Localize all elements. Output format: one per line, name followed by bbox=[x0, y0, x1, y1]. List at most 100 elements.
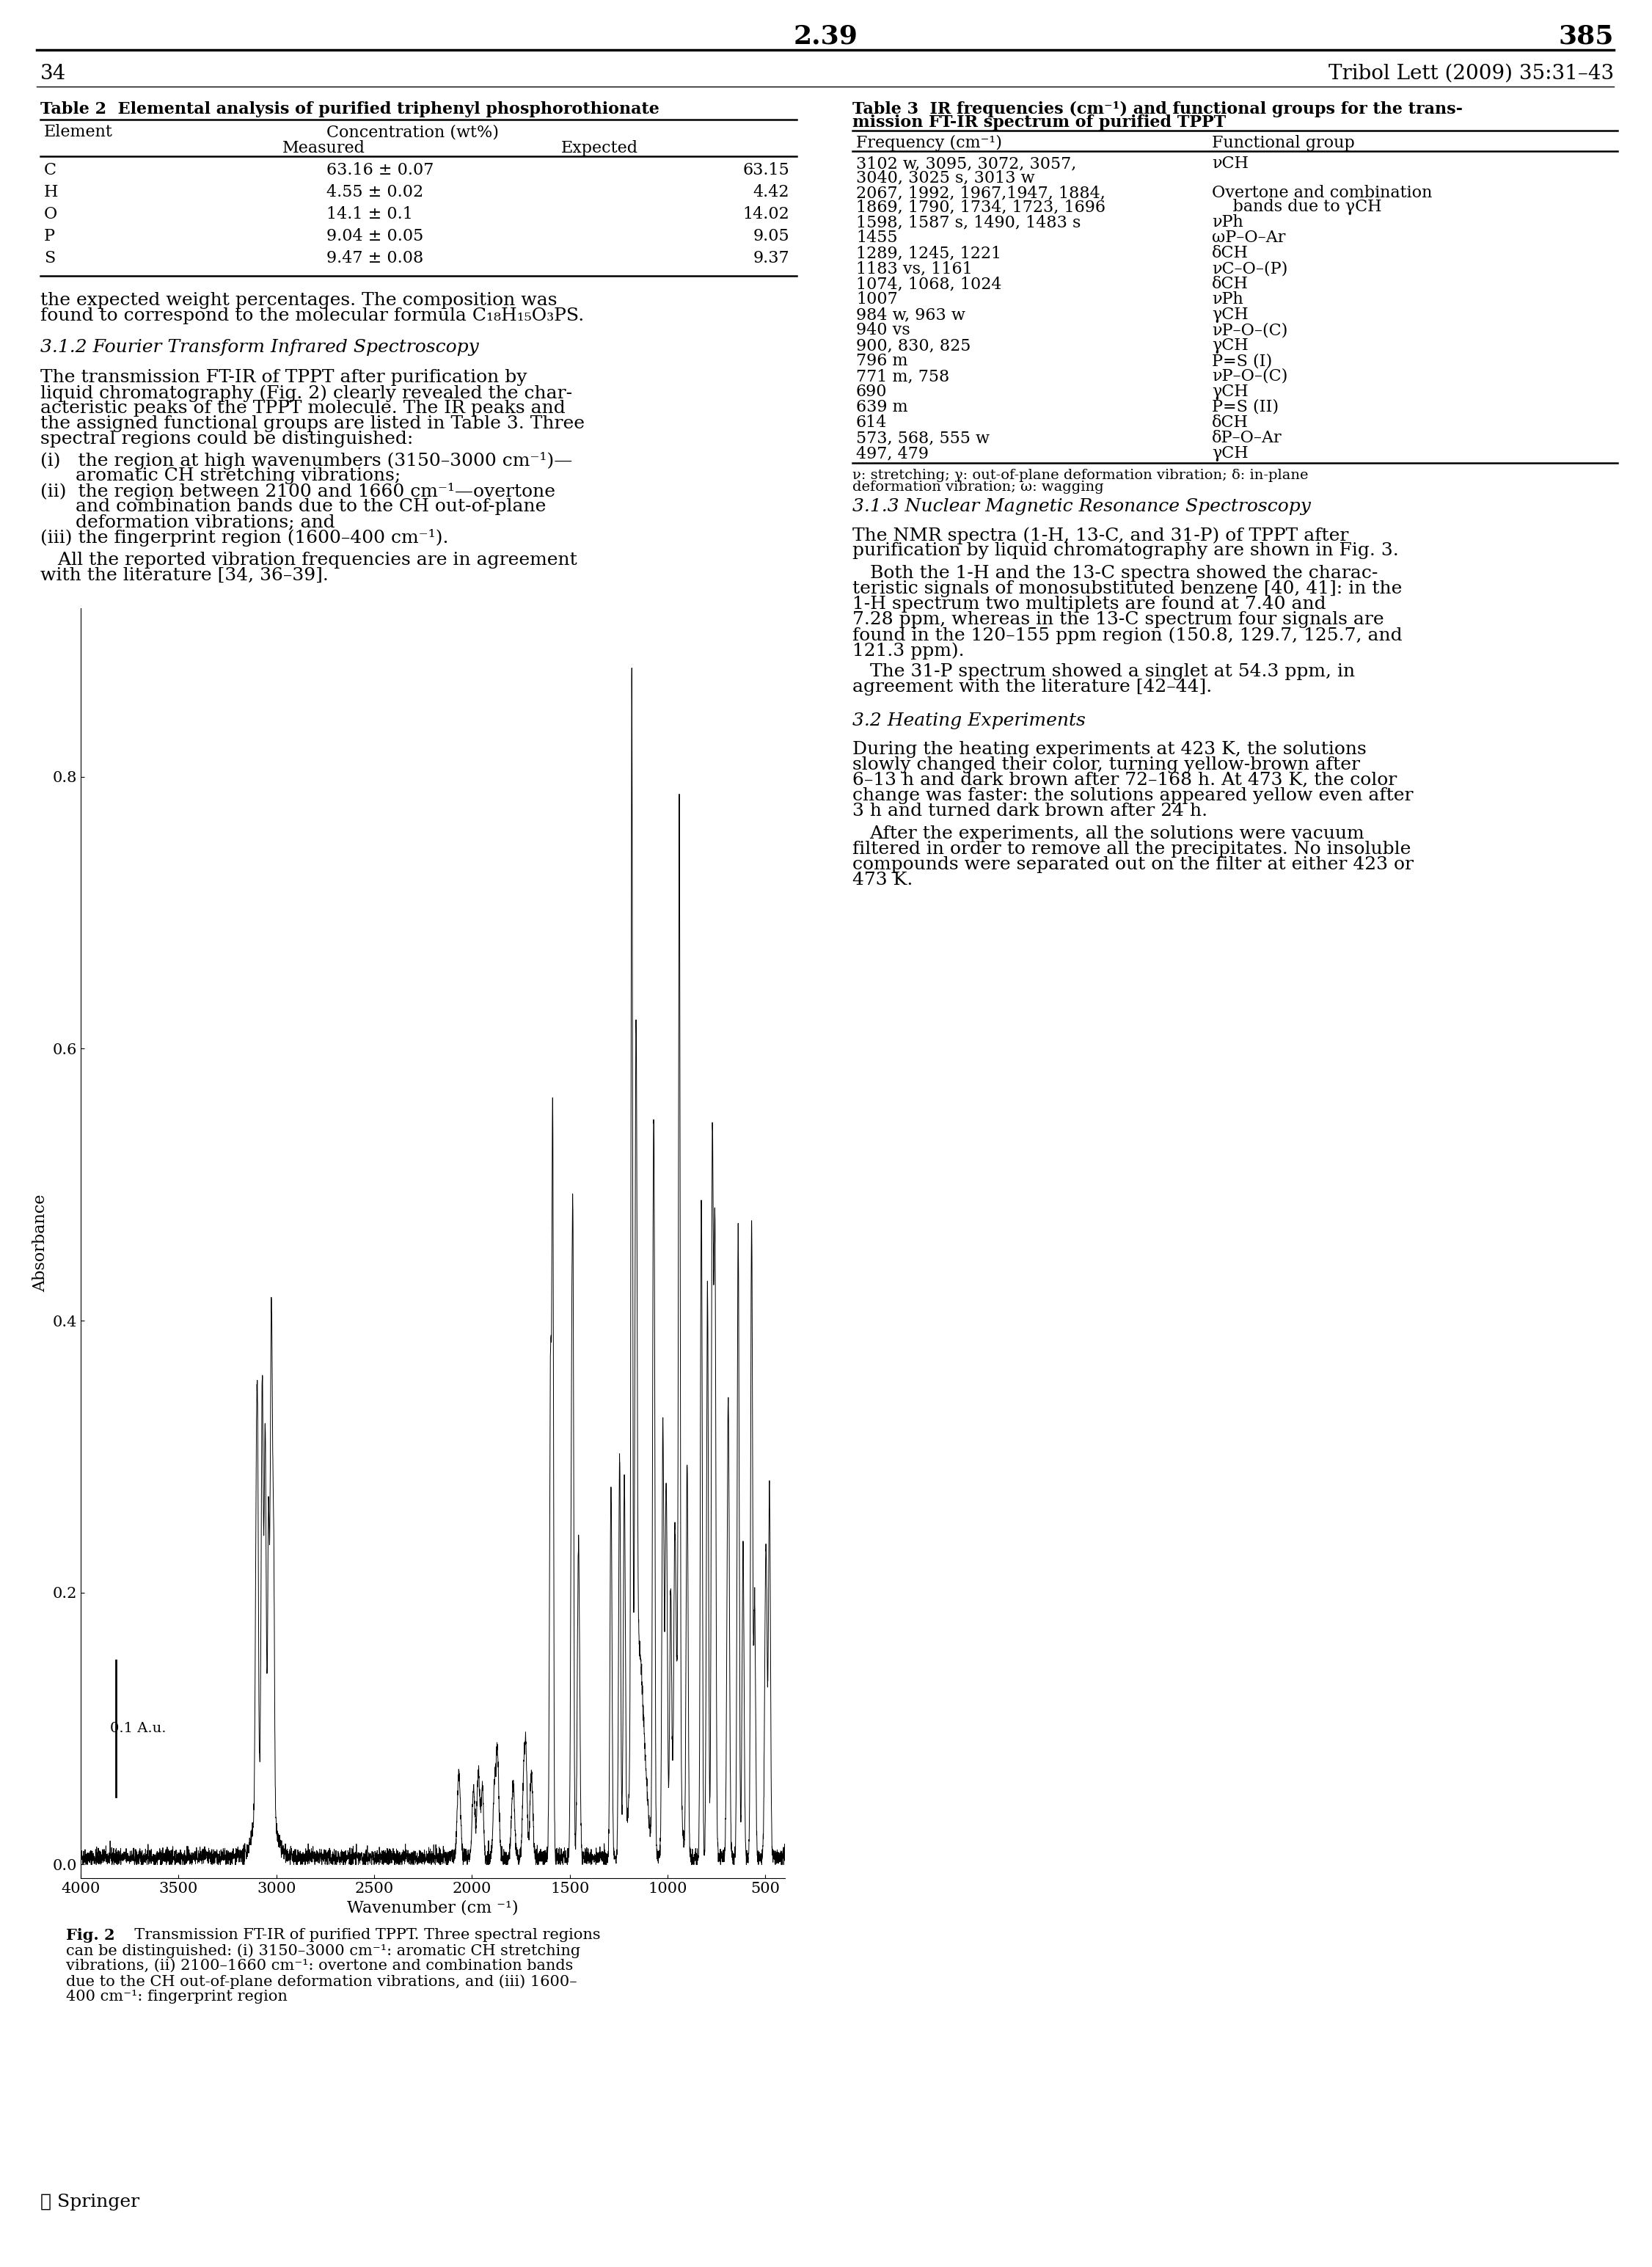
Text: found to correspond to the molecular formula C₁₈H₁₅O₃PS.: found to correspond to the molecular for… bbox=[40, 308, 585, 324]
Text: 3040, 3025 s, 3013 w: 3040, 3025 s, 3013 w bbox=[856, 170, 1034, 186]
Text: 771 m, 758: 771 m, 758 bbox=[856, 367, 950, 385]
Text: During the heating experiments at 423 K, the solutions: During the heating experiments at 423 K,… bbox=[852, 741, 1366, 757]
Text: 7.28 ppm, whereas in the 13-C spectrum four signals are: 7.28 ppm, whereas in the 13-C spectrum f… bbox=[852, 612, 1384, 628]
Text: bands due to γCH: bands due to γCH bbox=[1213, 199, 1381, 215]
Text: 9.05: 9.05 bbox=[753, 229, 790, 245]
Text: 1074, 1068, 1024: 1074, 1068, 1024 bbox=[856, 277, 1001, 292]
Text: liquid chromatography (Fig. 2) clearly revealed the char-: liquid chromatography (Fig. 2) clearly r… bbox=[40, 385, 572, 401]
Text: 6–13 h and dark brown after 72–168 h. At 473 K, the color: 6–13 h and dark brown after 72–168 h. At… bbox=[852, 771, 1398, 789]
Text: 984 w, 963 w: 984 w, 963 w bbox=[856, 306, 965, 322]
Text: spectral regions could be distinguished:: spectral regions could be distinguished: bbox=[40, 431, 413, 447]
Text: 0.1 A.u.: 0.1 A.u. bbox=[111, 1723, 167, 1734]
Text: slowly changed their color, turning yellow-brown after: slowly changed their color, turning yell… bbox=[852, 757, 1360, 773]
Text: δCH: δCH bbox=[1213, 245, 1249, 261]
Text: agreement with the literature [42–44].: agreement with the literature [42–44]. bbox=[852, 678, 1213, 696]
Text: 2067, 1992, 1967,1947, 1884,: 2067, 1992, 1967,1947, 1884, bbox=[856, 186, 1105, 202]
Text: Frequency (cm⁻¹): Frequency (cm⁻¹) bbox=[856, 136, 1003, 152]
Text: Both the 1-H and the 13-C spectra showed the charac-: Both the 1-H and the 13-C spectra showed… bbox=[852, 564, 1378, 583]
Text: 3.1.3 Nuclear Magnetic Resonance Spectroscopy: 3.1.3 Nuclear Magnetic Resonance Spectro… bbox=[852, 499, 1310, 515]
Text: γCH: γCH bbox=[1213, 306, 1249, 322]
Text: ν: stretching; γ: out-of-plane deformation vibration; δ: in-plane: ν: stretching; γ: out-of-plane deformati… bbox=[852, 469, 1308, 483]
Text: Transmission FT-IR of purified TPPT. Three spectral regions: Transmission FT-IR of purified TPPT. Thr… bbox=[124, 1927, 601, 1943]
Text: Fig. 2: Fig. 2 bbox=[66, 1927, 116, 1943]
Text: νCH: νCH bbox=[1213, 156, 1249, 172]
Text: teristic signals of monosubstituted benzene [40, 41]: in the: teristic signals of monosubstituted benz… bbox=[852, 580, 1403, 596]
Text: 1007: 1007 bbox=[856, 290, 897, 308]
Text: 14.02: 14.02 bbox=[742, 206, 790, 222]
Text: 497, 479: 497, 479 bbox=[856, 444, 928, 462]
Text: 2.39: 2.39 bbox=[793, 25, 859, 50]
Text: νC–O–(P): νC–O–(P) bbox=[1213, 261, 1287, 277]
Text: 121.3 ppm).: 121.3 ppm). bbox=[852, 642, 965, 660]
Text: can be distinguished: (i) 3150–3000 cm⁻¹: aromatic CH stretching: can be distinguished: (i) 3150–3000 cm⁻¹… bbox=[66, 1943, 580, 1959]
Text: 1183 vs, 1161: 1183 vs, 1161 bbox=[856, 261, 973, 277]
Text: 940 vs: 940 vs bbox=[856, 322, 910, 338]
Text: νPh: νPh bbox=[1213, 290, 1244, 308]
Text: Tribol Lett (2009) 35:31–43: Tribol Lett (2009) 35:31–43 bbox=[1328, 63, 1614, 84]
Text: O: O bbox=[45, 206, 58, 222]
Text: 4.55 ± 0.02: 4.55 ± 0.02 bbox=[327, 184, 423, 199]
Text: the expected weight percentages. The composition was: the expected weight percentages. The com… bbox=[40, 292, 557, 308]
Text: and combination bands due to the CH out-of-plane: and combination bands due to the CH out-… bbox=[40, 499, 547, 515]
Text: 3.2 Heating Experiments: 3.2 Heating Experiments bbox=[852, 712, 1085, 730]
Text: 1289, 1245, 1221: 1289, 1245, 1221 bbox=[856, 245, 1001, 261]
Text: 63.16 ± 0.07: 63.16 ± 0.07 bbox=[327, 163, 434, 179]
Text: 3 h and turned dark brown after 24 h.: 3 h and turned dark brown after 24 h. bbox=[852, 803, 1208, 818]
Text: Measured: Measured bbox=[282, 141, 365, 156]
Text: deformation vibration; ω: wagging: deformation vibration; ω: wagging bbox=[852, 481, 1104, 494]
Text: 9.47 ± 0.08: 9.47 ± 0.08 bbox=[327, 249, 423, 265]
Text: νP–O–(C): νP–O–(C) bbox=[1213, 322, 1287, 338]
Text: found in the 120–155 ppm region (150.8, 129.7, 125.7, and: found in the 120–155 ppm region (150.8, … bbox=[852, 626, 1403, 644]
Text: Element: Element bbox=[45, 125, 112, 141]
Text: 1455: 1455 bbox=[856, 229, 897, 245]
Text: P: P bbox=[45, 229, 55, 245]
Text: the assigned functional groups are listed in Table 3. Three: the assigned functional groups are liste… bbox=[40, 415, 585, 433]
Text: δCH: δCH bbox=[1213, 415, 1249, 431]
Text: filtered in order to remove all the precipitates. No insoluble: filtered in order to remove all the prec… bbox=[852, 841, 1411, 857]
Text: deformation vibrations; and: deformation vibrations; and bbox=[40, 515, 335, 530]
Text: 1598, 1587 s, 1490, 1483 s: 1598, 1587 s, 1490, 1483 s bbox=[856, 213, 1080, 231]
Text: P=S (I): P=S (I) bbox=[1213, 354, 1272, 370]
Text: The NMR spectra (1-H, 13-C, and 31-P) of TPPT after: The NMR spectra (1-H, 13-C, and 31-P) of… bbox=[852, 526, 1348, 544]
Text: aromatic CH stretching vibrations;: aromatic CH stretching vibrations; bbox=[40, 467, 401, 485]
Text: 1-H spectrum two multiplets are found at 7.40 and: 1-H spectrum two multiplets are found at… bbox=[852, 596, 1327, 612]
Text: H: H bbox=[45, 184, 58, 199]
Text: 473 K.: 473 K. bbox=[852, 871, 914, 889]
Text: C: C bbox=[45, 163, 56, 179]
Text: 4.42: 4.42 bbox=[753, 184, 790, 199]
Text: acteristic peaks of the TPPT molecule. The IR peaks and: acteristic peaks of the TPPT molecule. T… bbox=[40, 399, 565, 417]
Text: 63.15: 63.15 bbox=[742, 163, 790, 179]
Text: 614: 614 bbox=[856, 415, 887, 431]
Text: Expected: Expected bbox=[562, 141, 638, 156]
Text: compounds were separated out on the filter at either 423 or: compounds were separated out on the filt… bbox=[852, 857, 1414, 873]
Text: purification by liquid chromatography are shown in Fig. 3.: purification by liquid chromatography ar… bbox=[852, 542, 1399, 560]
Text: νP–O–(C): νP–O–(C) bbox=[1213, 367, 1287, 385]
Text: 9.04 ± 0.05: 9.04 ± 0.05 bbox=[327, 229, 423, 245]
Text: Concentration (wt%): Concentration (wt%) bbox=[327, 125, 499, 141]
Text: γCH: γCH bbox=[1213, 444, 1249, 462]
Text: δP–O–Ar: δP–O–Ar bbox=[1213, 431, 1282, 447]
Text: S: S bbox=[45, 249, 55, 265]
Text: 3102 w, 3095, 3072, 3057,: 3102 w, 3095, 3072, 3057, bbox=[856, 156, 1077, 172]
Text: 9.37: 9.37 bbox=[753, 249, 790, 265]
Text: (i)   the region at high wavenumbers (3150–3000 cm⁻¹)—: (i) the region at high wavenumbers (3150… bbox=[40, 451, 572, 469]
Text: Ⓢ Springer: Ⓢ Springer bbox=[40, 2194, 139, 2210]
Text: 796 m: 796 m bbox=[856, 354, 909, 370]
Text: 14.1 ± 0.1: 14.1 ± 0.1 bbox=[327, 206, 413, 222]
Text: Functional group: Functional group bbox=[1213, 136, 1355, 152]
Text: 1869, 1790, 1734, 1723, 1696: 1869, 1790, 1734, 1723, 1696 bbox=[856, 199, 1105, 215]
Text: (ii)  the region between 2100 and 1660 cm⁻¹—overtone: (ii) the region between 2100 and 1660 cm… bbox=[40, 483, 555, 501]
Text: δCH: δCH bbox=[1213, 277, 1249, 292]
Text: After the experiments, all the solutions were vacuum: After the experiments, all the solutions… bbox=[852, 825, 1365, 843]
Text: γCH: γCH bbox=[1213, 338, 1249, 354]
Text: 385: 385 bbox=[1558, 25, 1614, 50]
Text: (iii) the fingerprint region (1600–400 cm⁻¹).: (iii) the fingerprint region (1600–400 c… bbox=[40, 528, 449, 546]
Text: 34: 34 bbox=[40, 63, 66, 84]
Text: γCH: γCH bbox=[1213, 383, 1249, 399]
Text: Table 3  IR frequencies (cm⁻¹) and functional groups for the trans-: Table 3 IR frequencies (cm⁻¹) and functi… bbox=[852, 102, 1462, 118]
Text: 690: 690 bbox=[856, 383, 887, 399]
Text: with the literature [34, 36–39].: with the literature [34, 36–39]. bbox=[40, 567, 329, 585]
Text: vibrations, (ii) 2100–1660 cm⁻¹: overtone and combination bands: vibrations, (ii) 2100–1660 cm⁻¹: overton… bbox=[66, 1959, 573, 1972]
Text: νPh: νPh bbox=[1213, 213, 1244, 231]
X-axis label: Wavenumber (cm ⁻¹): Wavenumber (cm ⁻¹) bbox=[347, 1900, 519, 1916]
